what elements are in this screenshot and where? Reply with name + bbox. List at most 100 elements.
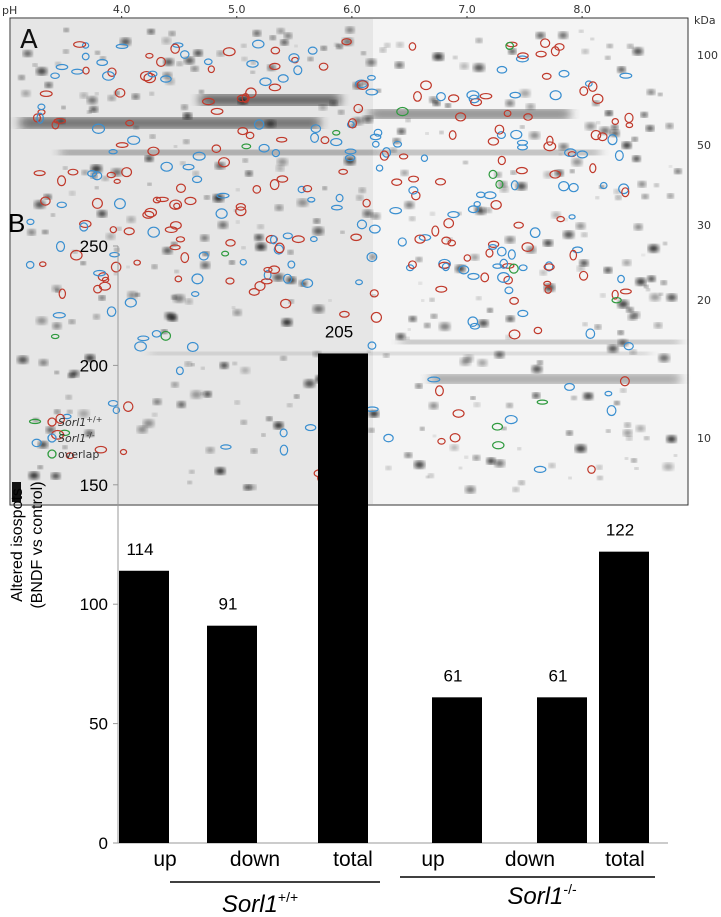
gel-spot — [174, 269, 179, 273]
gel-spot — [54, 409, 61, 414]
spot-marker — [407, 260, 417, 270]
y-tick-label: 10 — [697, 432, 711, 445]
spot-marker — [393, 140, 403, 148]
gel-spot — [517, 447, 522, 450]
spot-marker — [491, 422, 504, 431]
spot-marker — [535, 50, 547, 58]
gel-spot — [487, 308, 493, 313]
gel-spot — [345, 26, 355, 34]
spot-marker — [101, 70, 116, 81]
gel-spot — [294, 394, 300, 399]
gel-spot — [200, 261, 210, 269]
spot-marker — [599, 181, 608, 190]
spot-marker — [160, 75, 172, 83]
spot-marker — [215, 208, 228, 219]
gel-spot — [558, 143, 569, 151]
spot-marker — [339, 310, 350, 318]
spot-marker — [268, 83, 282, 92]
gel-spot — [617, 300, 629, 308]
spot-marker — [106, 306, 117, 317]
gel-spot — [120, 38, 131, 46]
spot-marker — [467, 316, 479, 327]
gel-spot — [270, 35, 276, 40]
spot-marker — [302, 184, 313, 193]
spot-marker — [251, 39, 265, 49]
group-label: Sorl1+/+ — [222, 889, 298, 917]
spot-marker — [597, 132, 608, 142]
x-tick-label: down — [505, 848, 555, 871]
gel-spot — [34, 200, 46, 209]
gel-spot — [415, 383, 423, 389]
gel-spot — [658, 92, 663, 96]
spot-marker — [356, 219, 368, 230]
gel-spot — [494, 459, 505, 467]
gel-spot — [603, 267, 612, 273]
spot-marker — [147, 70, 158, 78]
spot-marker — [276, 175, 289, 183]
spot-marker — [59, 429, 71, 437]
gel-spot — [622, 142, 632, 149]
spot-marker — [225, 277, 235, 285]
y-tick-label: 50 — [89, 715, 108, 734]
spot-marker — [91, 171, 103, 181]
gel-spot — [65, 395, 72, 400]
gel-spot — [57, 118, 66, 124]
gel-spot — [190, 390, 202, 399]
gel-spot — [535, 32, 546, 39]
gel-spot — [241, 246, 246, 250]
spot-marker — [307, 196, 316, 203]
spot-marker — [347, 118, 358, 129]
spot-marker — [604, 390, 613, 397]
spot-marker — [269, 62, 281, 71]
spot-marker — [98, 281, 112, 291]
spot-marker — [273, 244, 284, 255]
spot-marker — [25, 260, 35, 269]
value-label: 61 — [549, 666, 568, 685]
gel-spot — [361, 51, 366, 55]
gel-spot — [220, 362, 229, 369]
gel-spot — [558, 32, 568, 39]
spot-marker — [546, 135, 554, 146]
spot-marker — [82, 66, 90, 75]
gel-spot — [334, 43, 339, 47]
spot-marker — [515, 55, 529, 63]
gel-spot — [284, 33, 292, 39]
panel-b: B Altered isospots (BNDF vs control) 0 50… — [8, 208, 668, 917]
spot-marker — [115, 43, 129, 49]
spot-marker — [96, 58, 109, 67]
gel-spot — [658, 354, 670, 362]
gel-spot — [277, 158, 288, 166]
gel-spot — [276, 165, 285, 172]
spot-marker — [494, 124, 505, 135]
spot-marker — [458, 265, 470, 275]
gel-spot — [171, 295, 177, 300]
spot-marker — [36, 112, 44, 124]
spot-marker — [246, 59, 259, 68]
gel-spot — [187, 480, 192, 484]
spot-marker — [556, 215, 565, 223]
spot-marker — [414, 234, 426, 244]
gel-spot — [605, 56, 611, 60]
spot-marker — [438, 261, 451, 269]
gel-spot — [42, 229, 48, 235]
gel-spot — [465, 486, 476, 494]
spot-marker — [503, 109, 512, 117]
spot-marker — [541, 72, 552, 80]
legend-label: Sorl1+/+ — [58, 415, 102, 429]
spot-marker — [533, 326, 543, 335]
spot-marker — [543, 280, 552, 287]
gel-spot — [312, 227, 324, 235]
gel-spot — [429, 96, 438, 103]
spot-marker — [106, 171, 116, 179]
gel-spot — [445, 103, 451, 108]
gel-spot — [113, 272, 118, 276]
spot-marker — [287, 260, 296, 269]
spot-marker — [184, 196, 197, 206]
spot-marker — [448, 130, 457, 141]
spot-marker — [115, 142, 129, 148]
gel-band — [370, 110, 570, 118]
gel-spot — [320, 46, 327, 51]
gel-spot — [81, 170, 89, 175]
spot-marker — [263, 266, 273, 273]
gel-spot — [662, 462, 674, 471]
